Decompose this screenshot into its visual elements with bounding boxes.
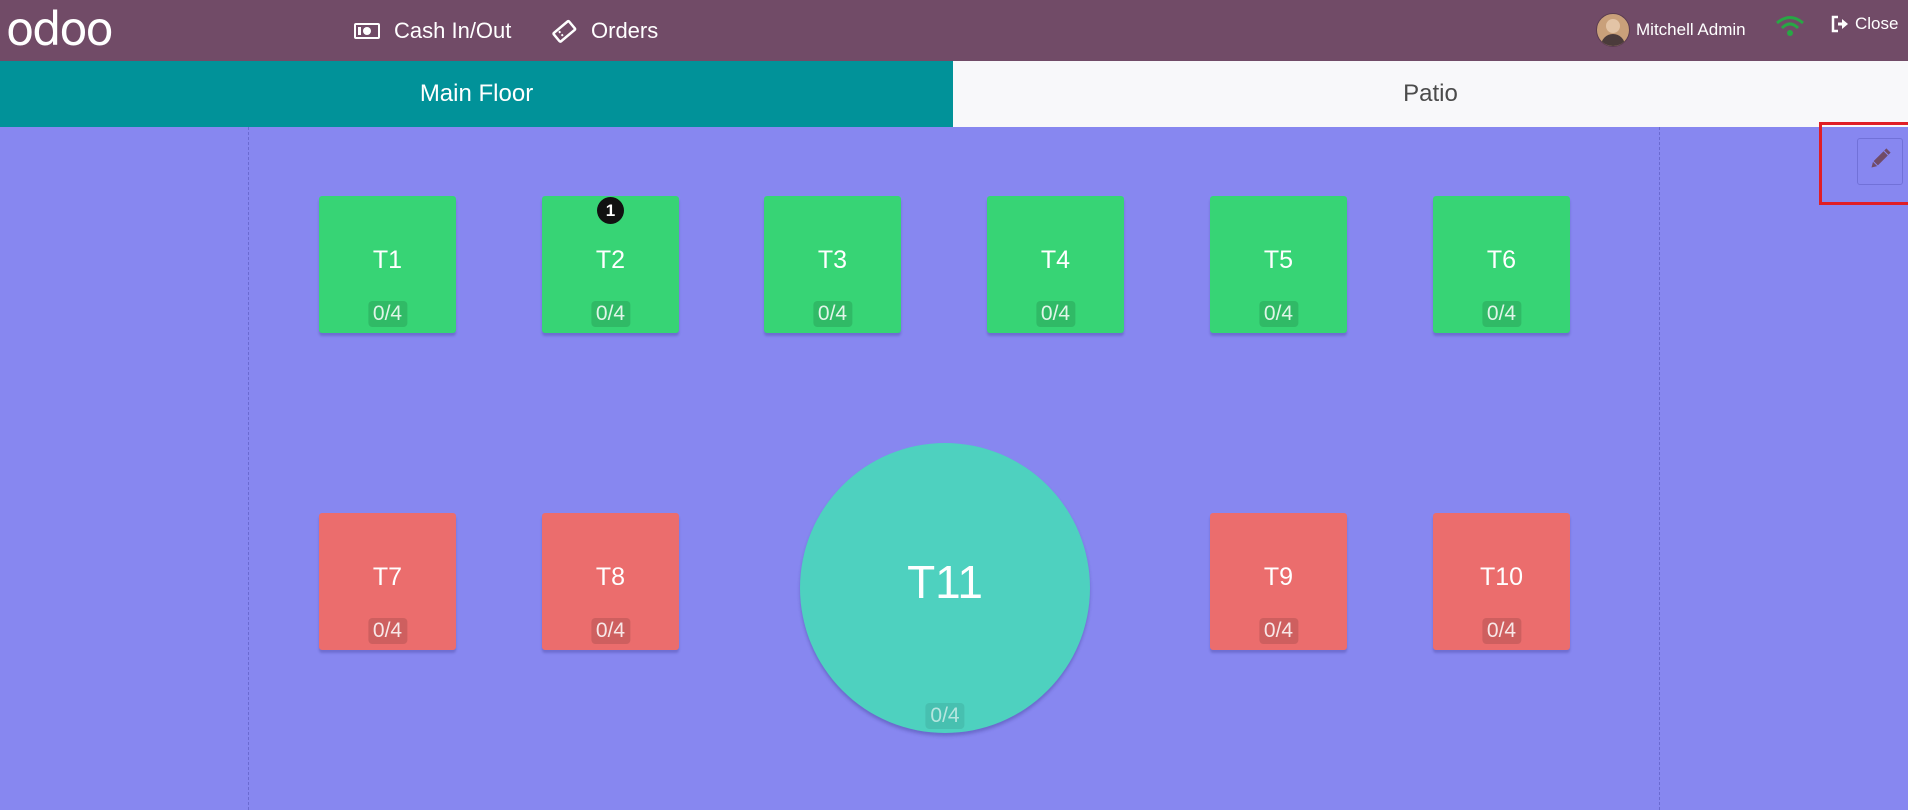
tab-patio[interactable]: Patio [953, 61, 1908, 127]
floor-tabs: Main Floor Patio [0, 61, 1908, 127]
table-name: T4 [1040, 246, 1071, 274]
close-button[interactable]: Close [1830, 14, 1898, 34]
table-seats: 0/4 [925, 703, 965, 729]
table-seats: 0/4 [1481, 618, 1522, 644]
table-name: T10 [1479, 563, 1524, 591]
table-t9[interactable]: T9 0/4 [1210, 513, 1347, 650]
table-name: T1 [372, 246, 403, 274]
wifi-icon [1775, 14, 1805, 43]
table-name: T6 [1486, 246, 1517, 274]
table-t10[interactable]: T10 0/4 [1433, 513, 1570, 650]
tab-main-floor[interactable]: Main Floor [0, 61, 953, 127]
avatar [1596, 13, 1630, 47]
top-bar: odoo Cash In/Out Orders Mitchell Admin C… [0, 0, 1908, 61]
cash-in-out-label: Cash In/Out [394, 17, 512, 43]
edit-floor-button[interactable] [1857, 138, 1903, 185]
right-guide-line [1659, 127, 1660, 810]
table-seats: 0/4 [1258, 301, 1299, 327]
close-label: Close [1855, 14, 1899, 33]
sign-out-icon [1830, 15, 1850, 33]
table-t1[interactable]: T1 0/4 [319, 196, 456, 333]
table-t11[interactable]: T11 0/4 [800, 443, 1090, 733]
table-seats: 0/4 [1258, 618, 1299, 644]
orders-label: Orders [591, 17, 659, 43]
table-t7[interactable]: T7 0/4 [319, 513, 456, 650]
table-seats: 0/4 [367, 618, 408, 644]
odoo-logo[interactable]: odoo [6, 2, 114, 56]
table-seats: 0/4 [1035, 301, 1076, 327]
table-seats: 0/4 [1481, 301, 1522, 327]
orders-button[interactable]: Orders [551, 0, 658, 61]
table-name: T11 [907, 556, 983, 608]
pencil-icon [1867, 146, 1893, 177]
table-name: T3 [817, 246, 848, 274]
table-name: T7 [372, 563, 403, 591]
user-menu[interactable]: Mitchell Admin [1596, 12, 1746, 48]
table-t4[interactable]: T4 0/4 [987, 196, 1124, 333]
table-name: T5 [1263, 246, 1294, 274]
user-name: Mitchell Admin [1636, 20, 1746, 39]
ticket-icon [551, 19, 577, 43]
table-t8[interactable]: T8 0/4 [542, 513, 679, 650]
table-t6[interactable]: T6 0/4 [1433, 196, 1570, 333]
table-t3[interactable]: T3 0/4 [764, 196, 901, 333]
table-seats: 0/4 [812, 301, 853, 327]
table-seats: 0/4 [590, 618, 631, 644]
table-seats: 0/4 [367, 301, 408, 327]
table-name: T2 [595, 246, 626, 274]
edit-button-highlight [1819, 122, 1908, 205]
floor-plan: T1 0/4 T2 0/4 T3 0/4 T4 0/4 T5 0/4 T6 0/… [0, 127, 1908, 810]
table-name: T8 [595, 563, 626, 591]
table-name: T9 [1263, 563, 1294, 591]
table-t5[interactable]: T5 0/4 [1210, 196, 1347, 333]
left-guide-line [248, 127, 249, 810]
order-count-badge: 1 [597, 197, 624, 224]
table-seats: 0/4 [590, 301, 631, 327]
money-icon [354, 20, 380, 42]
cash-in-out-button[interactable]: Cash In/Out [354, 0, 511, 61]
